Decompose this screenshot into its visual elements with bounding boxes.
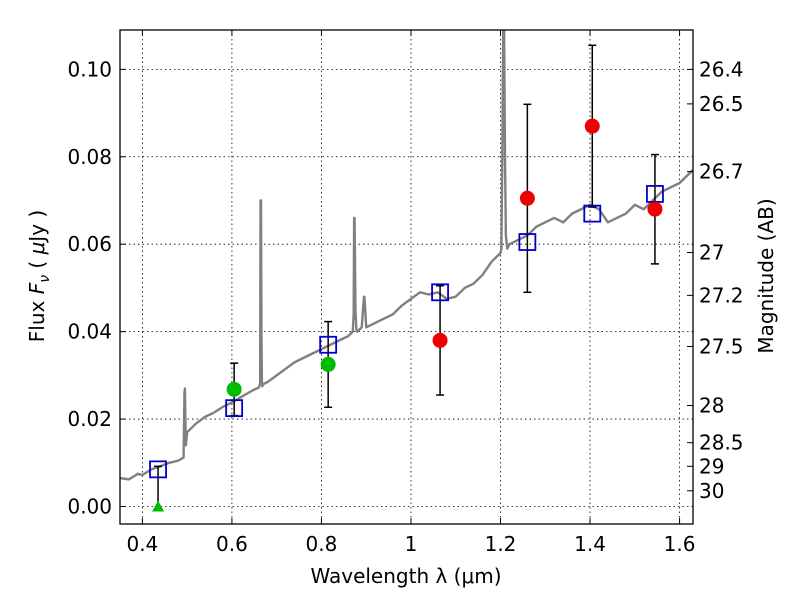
right-tick-label: 26.4 [699,57,744,81]
y-axis-title-left: Flux Fν ( μJy ) [25,210,53,342]
model-photometry-square [225,399,244,418]
y-tick-label: 0.10 [67,57,112,81]
x-tick-label: 1.4 [574,532,606,556]
observed-point [647,201,663,217]
model-photometry-square [431,283,449,302]
observed-point [226,381,242,397]
plot-frame [119,29,694,525]
grid-layer [120,30,693,524]
y-tick-label: 0.04 [67,320,112,344]
x-tick-label: 0.8 [306,532,338,556]
x-tick-label: 1.6 [664,532,696,556]
data-layer [120,30,693,512]
observed-point [519,190,535,206]
y-title-part-5: μ [25,242,49,256]
y-title-part-1: Flux [25,294,49,342]
x-tick-label: 0.4 [126,532,158,556]
right-tick-label: 27 [699,241,724,265]
spectrum-line [120,30,693,481]
right-tick-label: 27.2 [699,283,744,307]
observed-point [320,356,336,372]
right-tick-label: 30 [699,479,724,503]
model-photometry-square [319,335,338,354]
right-tick-label: 29 [699,454,724,478]
model-photometry-square [149,460,167,479]
observed-point [432,332,448,348]
y-title-part-6: Jy ) [25,210,49,244]
right-tick-label: 26.7 [699,160,744,184]
right-tick-label: 28 [699,394,724,418]
model-photometry-square [583,204,602,223]
ticks-layer: 0.4 0.6 0.8 1 1.2 1.4 1.6 0.00 0.02 0.04 0.06 0.08 0… [67,30,744,556]
y-title-part-3: ν [37,275,53,283]
observed-point [584,118,600,134]
y-tick-label: 0.08 [67,145,112,169]
upper-limit-triangle [152,500,165,512]
y-tick-label: 0.00 [67,495,112,519]
x-tick-label: 1.2 [485,532,517,556]
right-tick-label: 26.5 [699,92,744,116]
y-title-part-2: F [25,282,49,294]
right-tick-label: 28.5 [699,431,744,455]
y-title-part-4: ( [25,254,49,275]
y-axis-title-right: Magnitude (AB) [754,198,778,353]
right-tick-label: 27.5 [699,335,744,359]
y-tick-label: 0.02 [67,407,112,431]
x-tick-label: 1 [405,532,418,556]
x-tick-label: 0.6 [216,532,248,556]
x-axis-title: Wavelength λ (μm) [310,564,501,588]
model-photometry-square [518,233,537,251]
y-tick-label: 0.06 [67,232,112,256]
